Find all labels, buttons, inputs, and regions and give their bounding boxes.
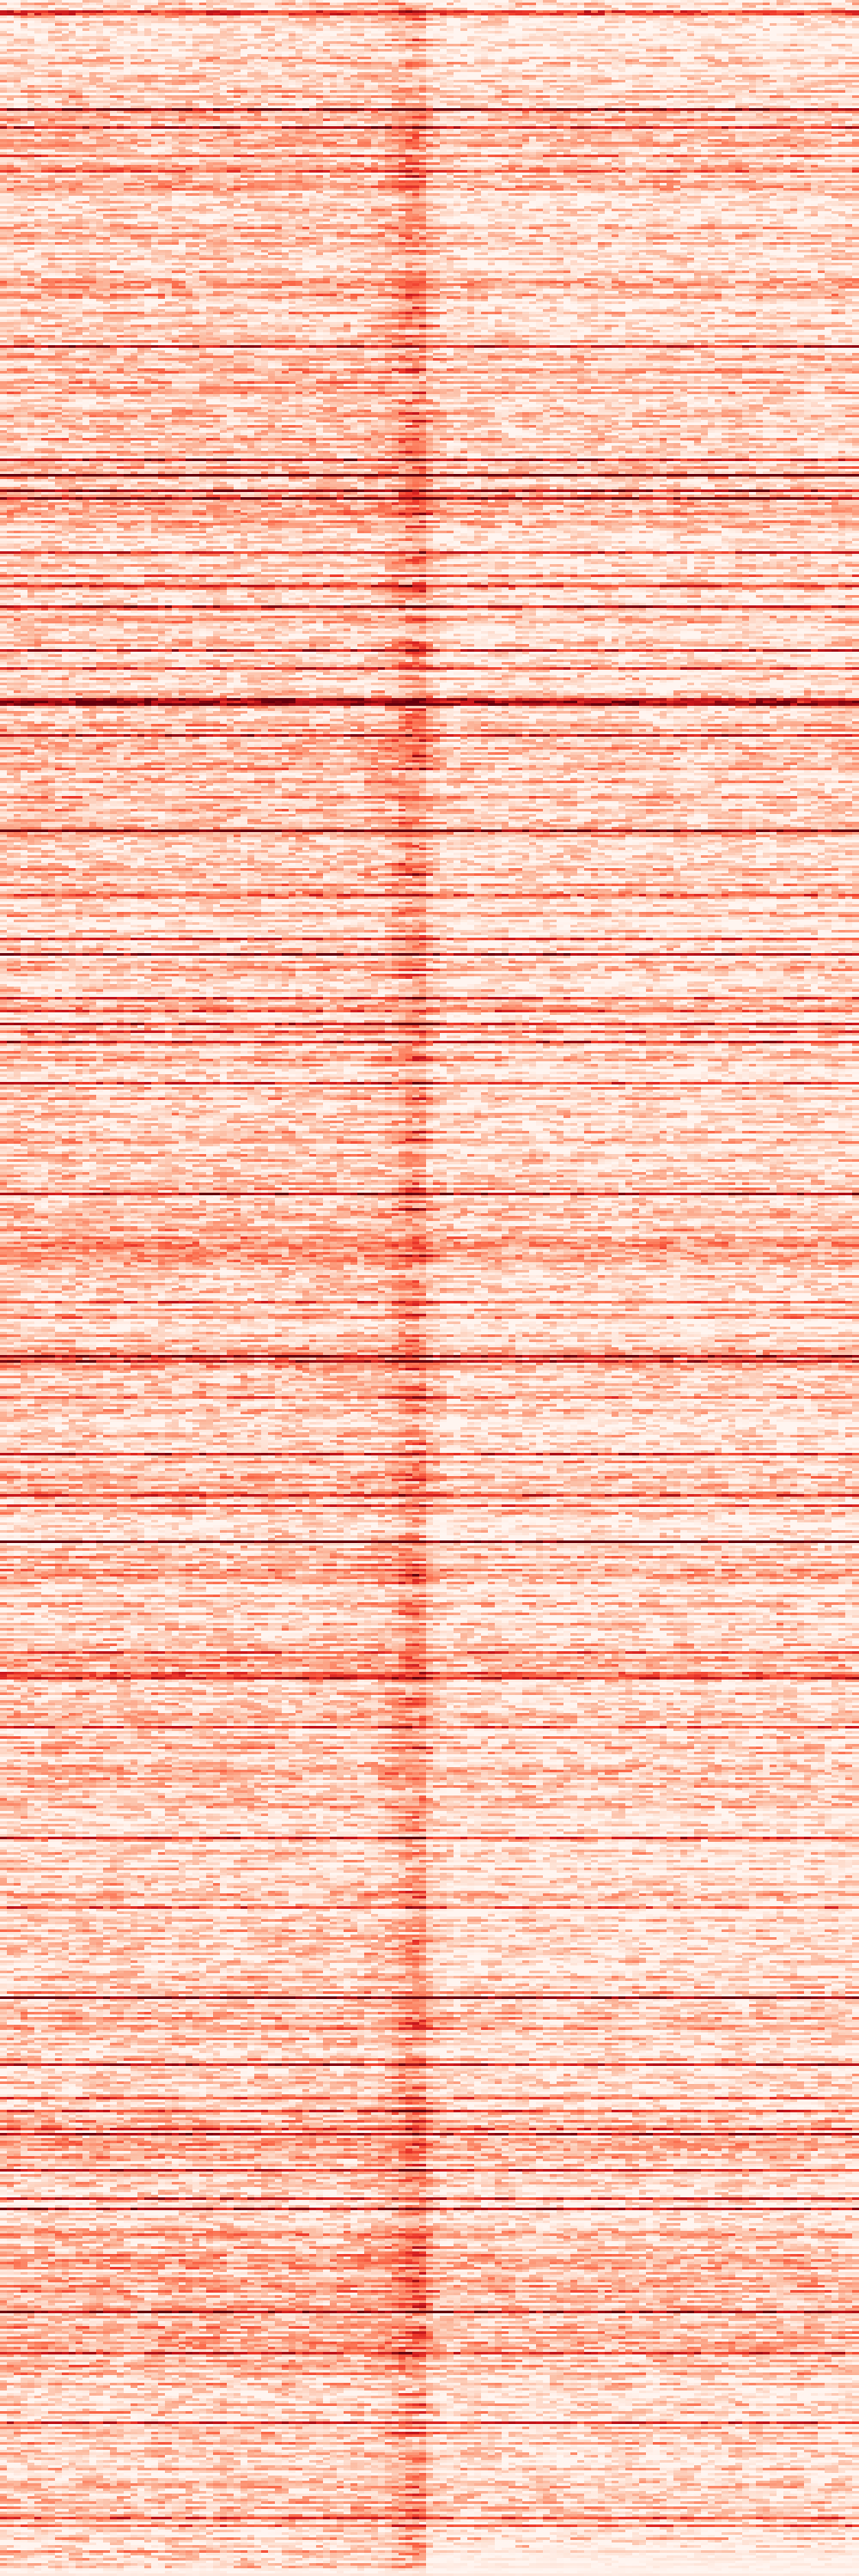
heatmap-figure [0, 0, 859, 2576]
heatmap-canvas [0, 0, 859, 2576]
